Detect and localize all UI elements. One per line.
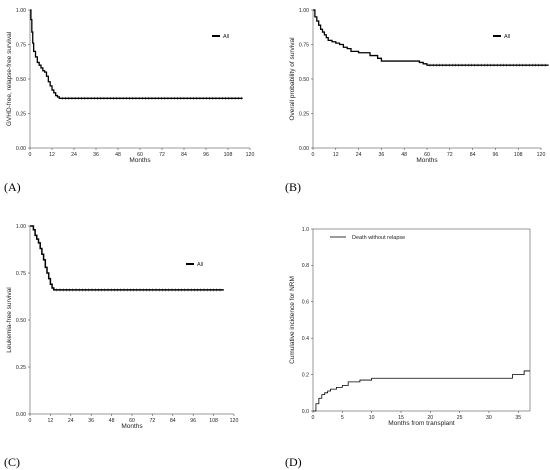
y-tick-label: 0.0 — [302, 409, 309, 415]
x-tick-label: 24 — [71, 152, 77, 158]
x-tick-label: 15 — [398, 415, 404, 421]
y-tick-label: 0.75 — [299, 42, 309, 48]
x-tick-label: 84 — [470, 152, 476, 158]
panel-label-b: (B) — [285, 180, 301, 194]
x-tick-label: 84 — [181, 152, 187, 158]
series-line — [30, 9, 243, 99]
y-tick-label: 0.75 — [16, 271, 26, 277]
x-tick-label: 36 — [88, 418, 94, 424]
x-tick-label: 5 — [341, 415, 344, 421]
y-tick-label: 1.00 — [16, 224, 26, 230]
y-axis-label: Leukemia-free survival — [6, 287, 13, 353]
x-tick-label: 96 — [493, 152, 499, 158]
x-tick-label: 72 — [447, 152, 453, 158]
x-tick-label: 12 — [333, 152, 339, 158]
series-line — [313, 9, 549, 66]
y-tick-label: 0.25 — [299, 111, 309, 117]
x-tick-label: 120 — [230, 418, 239, 424]
y-tick-label: 0.75 — [16, 42, 26, 48]
panel-label-a: (A) — [4, 180, 21, 194]
x-tick-label: 36 — [379, 152, 385, 158]
panel-label-c: (C) — [4, 455, 20, 469]
y-tick-label: 0.50 — [16, 77, 26, 83]
x-tick-label: 24 — [356, 152, 362, 158]
y-tick-label: 1.00 — [16, 8, 26, 14]
x-tick-label: 36 — [93, 152, 99, 158]
x-tick-label: 20 — [427, 415, 433, 421]
x-tick-label: 72 — [150, 418, 156, 424]
y-tick-label: 1.00 — [299, 8, 309, 14]
x-tick-label: 10 — [369, 415, 375, 421]
x-tick-label: 0 — [312, 152, 315, 158]
y-tick-label: 0.25 — [16, 111, 26, 117]
x-tick-label: 60 — [137, 152, 143, 158]
x-tick-label: 35 — [515, 415, 521, 421]
x-axis-label: Months — [416, 157, 438, 164]
legend-label: All — [504, 34, 510, 40]
y-tick-label: 0.00 — [16, 146, 26, 152]
y-tick-label: 0.00 — [16, 412, 26, 418]
x-tick-label: 25 — [457, 415, 463, 421]
x-axis-label: Months — [129, 157, 151, 164]
x-tick-label: 30 — [486, 415, 492, 421]
x-tick-label: 60 — [424, 152, 430, 158]
y-axis-label: Overall probability of survival — [289, 37, 296, 121]
x-tick-label: 72 — [159, 152, 165, 158]
y-axis-label: Cumulative incidence for NRM — [289, 276, 296, 364]
y-tick-label: 0.50 — [299, 77, 309, 83]
x-tick-label: 96 — [190, 418, 196, 424]
y-tick-label: 0.25 — [16, 365, 26, 371]
y-tick-label: 0.6 — [302, 300, 309, 306]
y-axis-label: GVHD-free, relapse-free survival — [6, 31, 13, 126]
x-tick-label: 60 — [129, 418, 135, 424]
x-tick-label: 48 — [115, 152, 121, 158]
legend-label: All — [197, 262, 203, 268]
series-line — [30, 225, 224, 291]
series-line — [313, 370, 530, 412]
chart-panel-4: 0 5 10 15 20 25 30 35 0.0 0.2 0.4 0.6 0.8 1.0 Months f… — [289, 227, 531, 427]
x-axis-label: Months from transplant — [388, 420, 455, 427]
x-tick-label: 48 — [401, 152, 407, 158]
y-tick-label: 0.8 — [302, 263, 309, 269]
y-tick-label: 0.2 — [302, 372, 309, 378]
plot-frame — [312, 228, 531, 412]
x-tick-label: 108 — [209, 418, 218, 424]
chart-panel-1: 0 12 24 36 48 60 72 84 96 108 120 0.00 0.25 0.50 0.75 1… — [6, 8, 254, 164]
x-tick-label: 120 — [246, 152, 255, 158]
x-tick-label: 96 — [203, 152, 209, 158]
x-tick-label: 12 — [48, 418, 54, 424]
x-tick-label: 48 — [109, 418, 115, 424]
legend-label: All — [223, 34, 229, 40]
x-tick-label: 0 — [29, 418, 32, 424]
y-tick-label: 0.00 — [299, 146, 309, 152]
x-tick-label: 120 — [537, 152, 546, 158]
chart-panel-3: 0 12 24 36 48 60 72 84 96 108 120 0.00 0.25 0.50 0.75 1… — [6, 224, 238, 430]
x-tick-label: 0 — [312, 415, 315, 421]
legend-label: Death without relapse — [352, 235, 405, 241]
x-tick-label: 24 — [68, 418, 74, 424]
panel-label-d: (D) — [285, 455, 302, 469]
y-tick-label: 1.0 — [302, 227, 309, 233]
x-tick-label: 84 — [170, 418, 176, 424]
x-tick-label: 0 — [29, 152, 32, 158]
x-tick-label: 12 — [49, 152, 55, 158]
chart-panel-2: 0 12 24 36 48 60 72 84 96 108 120 0.00 0.25 0.50 0.75 1… — [289, 8, 549, 164]
x-tick-label: 108 — [514, 152, 523, 158]
x-tick-label: 108 — [224, 152, 233, 158]
y-tick-label: 0.50 — [16, 318, 26, 324]
x-axis-label: Months — [121, 423, 143, 430]
y-tick-label: 0.4 — [302, 336, 309, 342]
